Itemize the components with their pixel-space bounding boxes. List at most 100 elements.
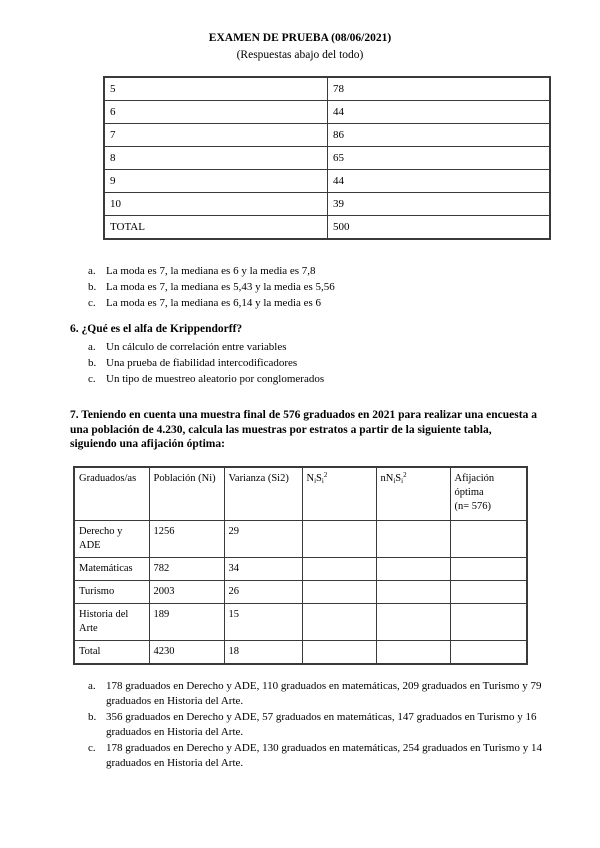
table-cell: Derecho y ADE: [73, 519, 150, 558]
option-letter: a.: [88, 265, 96, 277]
answer-option: b. Una prueba de fiabilidad intercodific…: [88, 356, 550, 371]
table-cell: 10: [103, 192, 328, 216]
answer-option: a. 178 graduados en Derecho y ADE, 110 g…: [88, 679, 550, 709]
table-cell: Historia del Arte: [73, 602, 150, 641]
table-cell: 8: [103, 146, 328, 170]
table-cell: [301, 519, 377, 558]
table-cell: TOTAL: [103, 215, 328, 240]
table-cell: [375, 602, 451, 641]
table-cell: 7: [103, 123, 328, 147]
table-cell: 9: [103, 169, 328, 193]
table-cell: 86: [327, 123, 551, 147]
table-row: TOTAL 500: [103, 215, 551, 240]
option-text: La moda es 7, la mediana es 6 y la media…: [106, 265, 316, 277]
table-cell: Matemáticas: [73, 556, 150, 581]
question6-heading: 6. ¿Qué es el alfa de Krippendorff?: [70, 323, 243, 335]
table-cell: [375, 639, 451, 664]
table-header-cell: Varianza (Si2): [223, 466, 303, 521]
answer-option: c. Un tipo de muestreo aleatorio por con…: [88, 372, 550, 387]
table-cell: [301, 579, 377, 604]
table-cell: 34: [223, 556, 303, 581]
table-cell: 189: [148, 602, 225, 641]
table-cell: [449, 639, 528, 664]
table-cell: 1256: [148, 519, 225, 558]
option-text: La moda es 7, la mediana es 6,14 y la me…: [106, 297, 322, 309]
table-cell: 6: [103, 100, 328, 124]
table-cell: [301, 556, 377, 581]
table-row: Historia del Arte 189 15: [73, 602, 528, 641]
option-letter: c.: [88, 373, 96, 385]
table-cell: 15: [223, 602, 303, 641]
table-cell: 782: [148, 556, 225, 581]
table-cell: 39: [327, 192, 551, 216]
table-header-cell: nNiSi2: [375, 466, 451, 521]
table-cell: 44: [327, 169, 551, 193]
option-letter: c.: [88, 741, 96, 754]
table-row: Derecho y ADE 1256 29: [73, 519, 528, 558]
table-cell: 26: [223, 579, 303, 604]
table-cell: Turismo: [73, 579, 150, 604]
question7-options: a. 178 graduados en Derecho y ADE, 110 g…: [88, 679, 550, 771]
table-row: Turismo 2003 26: [73, 579, 528, 604]
table-row: Total 4230 18: [73, 639, 528, 664]
option-text: Una prueba de fiabilidad intercodificado…: [106, 357, 298, 369]
option-text: Un tipo de muestreo aleatorio por conglo…: [106, 373, 325, 385]
frequency-table: 5 78 6 44 7 86 8 65 9 44 10 39: [103, 76, 551, 240]
answer-option: a. Un cálculo de correlación entre varia…: [88, 340, 550, 355]
table-row: 6 44: [103, 100, 551, 124]
table-cell: 5: [103, 76, 328, 101]
top-question-options: a. La moda es 7, la mediana es 6 y la me…: [88, 264, 550, 311]
option-letter: b.: [88, 710, 97, 723]
table-cell: 2003: [148, 579, 225, 604]
option-text: 178 graduados en Derecho y ADE, 130 grad…: [106, 741, 542, 769]
table-cell: 29: [223, 519, 303, 558]
answer-option: b. 356 graduados en Derecho y ADE, 57 gr…: [88, 710, 550, 740]
page-title: EXAMEN DE PRUEBA (08/06/2021): [208, 32, 392, 44]
table-cell: 18: [223, 639, 303, 664]
question6-options: a. Un cálculo de correlación entre varia…: [88, 340, 550, 387]
table-cell: 78: [327, 76, 551, 101]
option-letter: a.: [88, 679, 96, 692]
table-row: 5 78: [103, 76, 551, 101]
option-text: La moda es 7, la mediana es 5,43 y la me…: [106, 281, 335, 293]
option-letter: b.: [88, 281, 97, 293]
table-cell: 500: [327, 215, 551, 240]
option-text: 356 graduados en Derecho y ADE, 57 gradu…: [106, 710, 537, 738]
answer-option: b. La moda es 7, la mediana es 5,43 y la…: [88, 280, 550, 295]
option-text: 178 graduados en Derecho y ADE, 110 grad…: [106, 679, 542, 707]
table-cell: 4230: [148, 639, 225, 664]
table-cell: 44: [327, 100, 551, 124]
table-cell: [301, 602, 377, 641]
table-cell: [375, 519, 451, 558]
table-row: Matemáticas 782 34: [73, 556, 528, 581]
option-text: Un cálculo de correlación entre variable…: [106, 341, 287, 353]
page-subtitle: (Respuestas abajo del todo): [236, 49, 364, 61]
table-row: 10 39: [103, 192, 551, 216]
option-letter: a.: [88, 341, 96, 353]
table-cell: [449, 579, 528, 604]
answer-option: a. La moda es 7, la mediana es 6 y la me…: [88, 264, 550, 279]
table-cell: [449, 602, 528, 641]
table-header-cell: Afijación óptima (n= 576): [449, 466, 528, 521]
table-cell: 65: [327, 146, 551, 170]
table-cell: Total: [73, 639, 150, 664]
option-letter: c.: [88, 297, 96, 309]
question7-heading: 7. Teniendo en cuenta una muestra final …: [70, 409, 537, 450]
table-row: 9 44: [103, 169, 551, 193]
table-cell: [375, 579, 451, 604]
table-cell: [375, 556, 451, 581]
option-letter: b.: [88, 357, 97, 369]
answer-option: c. La moda es 7, la mediana es 6,14 y la…: [88, 296, 550, 311]
answer-option: c. 178 graduados en Derecho y ADE, 130 g…: [88, 741, 550, 771]
table-cell: [449, 519, 528, 558]
table-header-cell: Graduados/as: [73, 466, 150, 521]
strata-table: Graduados/as Población (Ni) Varianza (Si…: [73, 465, 528, 665]
table-header-row: Graduados/as Población (Ni) Varianza (Si…: [73, 466, 528, 521]
table-cell: [301, 639, 377, 664]
table-cell: [449, 556, 528, 581]
table-row: 8 65: [103, 146, 551, 170]
table-header-cell: NiSi2: [301, 466, 377, 521]
table-header-cell: Población (Ni): [148, 466, 225, 521]
table-row: 7 86: [103, 123, 551, 147]
